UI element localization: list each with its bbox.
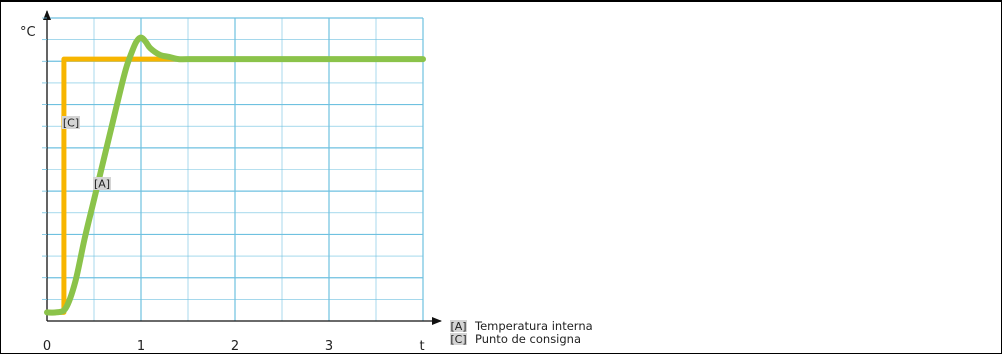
annotation-tag-A: [A] — [94, 178, 110, 191]
annotation-tag-box — [93, 177, 111, 190]
chart-legend: [A] Temperatura interna [C] Punto de consig… — [450, 319, 593, 346]
y-axis-label: °C — [20, 25, 36, 40]
legend-tag-box — [450, 320, 467, 332]
chart-axes — [42, 10, 442, 325]
legend-label: Punto de consigna — [475, 332, 581, 346]
x-tick-label: 3 — [325, 339, 333, 354]
legend-label: Temperatura interna — [474, 319, 593, 333]
series-line-A — [44, 34, 426, 316]
legend-tag: [A] — [450, 320, 466, 333]
annotation-tag-C: [C] — [63, 117, 79, 130]
x-axis-label: t — [419, 339, 424, 354]
annotation-tag-box — [62, 116, 80, 129]
legend-tag-box — [450, 333, 467, 345]
chart-series — [44, 34, 426, 316]
chart-labels: °C 0 1 2 3 t [C] [A] — [20, 25, 425, 354]
x-tick-label: 1 — [137, 339, 145, 354]
x-tick-label: 0 — [43, 339, 51, 354]
legend-tag: [C] — [450, 333, 466, 346]
x-tick-label: 2 — [231, 339, 239, 354]
